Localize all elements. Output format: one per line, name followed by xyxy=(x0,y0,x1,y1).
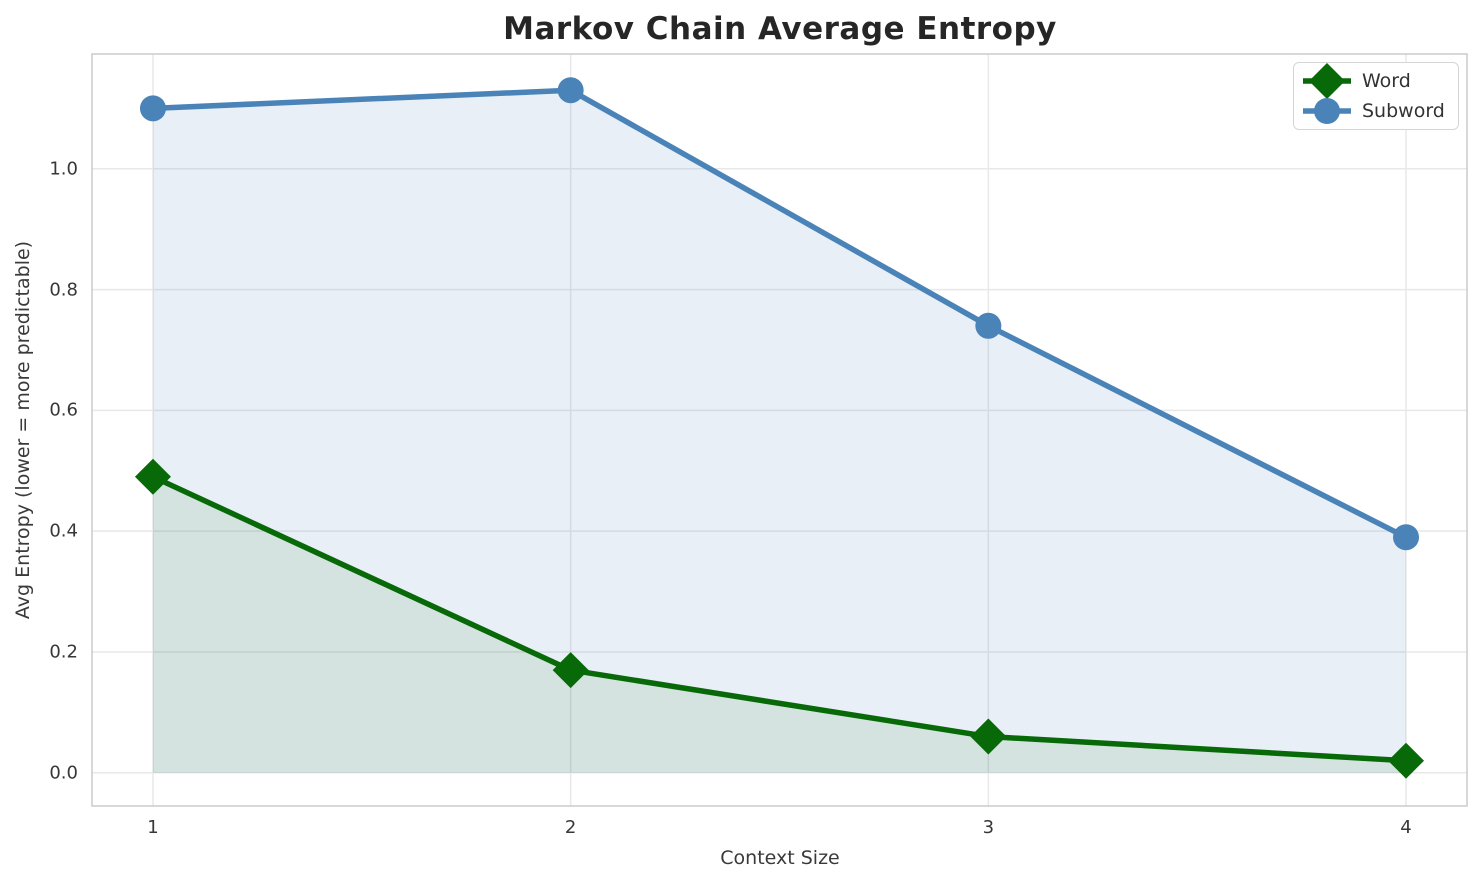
y-tick-label: 0.4 xyxy=(49,520,78,542)
word-marker xyxy=(1388,742,1425,779)
circle-legend-sample-icon xyxy=(1303,98,1351,124)
word-marker xyxy=(552,652,589,689)
y-tick-label: 0.8 xyxy=(49,279,78,301)
legend-sample-marker xyxy=(1314,98,1340,124)
x-tick-label: 1 xyxy=(147,817,159,838)
subword-marker xyxy=(557,77,584,104)
legend-item-subword: Subword xyxy=(1301,96,1450,126)
y-tick-label: 1.0 xyxy=(49,158,78,180)
legend-sample-marker xyxy=(1309,63,1345,99)
x-tick-label: 3 xyxy=(982,817,995,838)
diamond-legend-sample-icon xyxy=(1303,63,1351,99)
x-tick-label: 2 xyxy=(564,817,577,838)
subword-marker xyxy=(139,95,166,122)
subword-marker xyxy=(975,312,1002,339)
word-line xyxy=(151,474,1407,764)
legend-label: Word xyxy=(1362,70,1411,92)
chart-title: Markov Chain Average Entropy xyxy=(503,11,1057,47)
word-marker xyxy=(134,458,171,495)
legend: Word Subword xyxy=(1293,62,1459,130)
subword-marker xyxy=(1393,524,1420,551)
word-marker xyxy=(970,718,1007,755)
y-tick-label: 0.2 xyxy=(49,641,78,663)
x-tick-label: 4 xyxy=(1400,817,1412,838)
legend-label: Subword xyxy=(1362,100,1445,122)
subword-area xyxy=(152,90,1407,773)
legend-item-word: Word xyxy=(1301,63,1450,99)
plot-border xyxy=(91,53,1468,807)
subword-line xyxy=(152,87,1408,540)
y-tick-label: 0.6 xyxy=(49,399,78,421)
word-area xyxy=(152,476,1407,773)
y-tick-label: 0.0 xyxy=(49,762,78,784)
x-axis-label: Context Size xyxy=(720,847,840,869)
